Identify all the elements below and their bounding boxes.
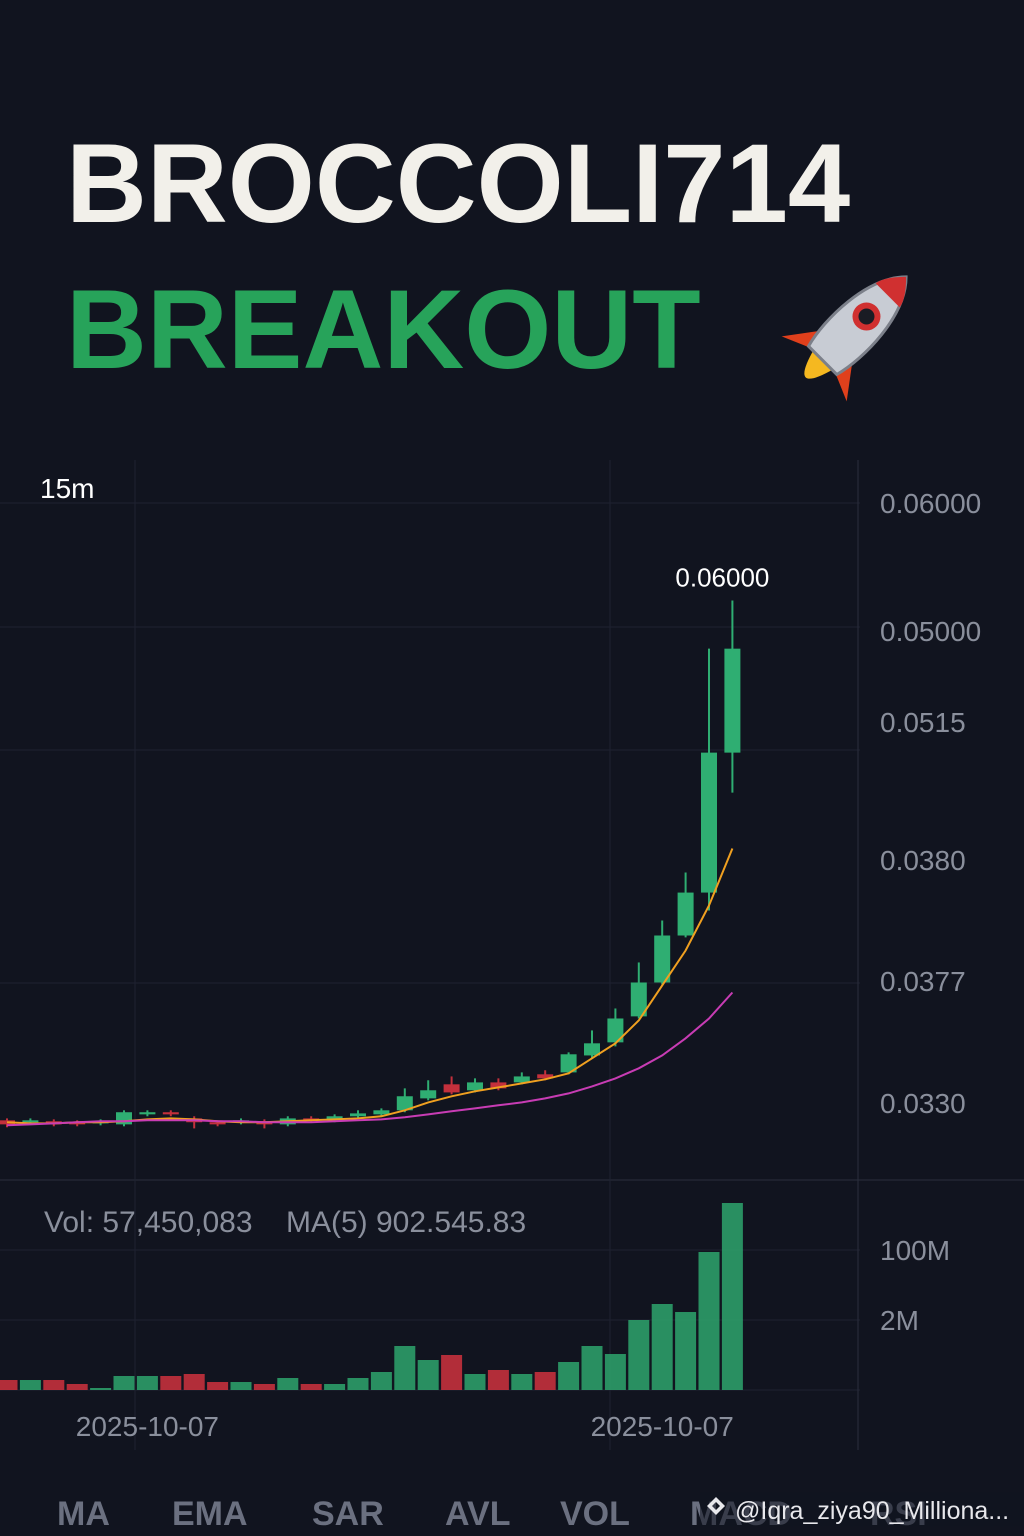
volume-bar	[347, 1378, 369, 1390]
moving-average-line	[6, 991, 734, 1127]
volume-bar	[651, 1303, 673, 1390]
volume-bar	[183, 1373, 205, 1390]
volume-bar	[0, 1380, 18, 1390]
indicator-tab[interactable]: SAR	[312, 1495, 384, 1533]
volume-bar	[558, 1362, 580, 1390]
volume-bar	[230, 1382, 252, 1390]
candle-body	[677, 892, 694, 936]
volume-bar	[370, 1371, 392, 1390]
candle-body	[396, 1096, 413, 1111]
indicator-tab[interactable]: EMA	[172, 1495, 248, 1533]
volume-bar	[581, 1345, 603, 1390]
volume-bar	[43, 1380, 65, 1390]
volume-bar	[417, 1359, 439, 1390]
volume-bar	[207, 1382, 229, 1390]
volume-bar	[113, 1376, 135, 1390]
volume-ma-label: MA(5) 902.545.83	[286, 1206, 526, 1239]
candle-body	[467, 1082, 483, 1091]
indicator-tab[interactable]: AVL	[445, 1495, 510, 1533]
y-axis-label: 0.05000	[880, 616, 981, 647]
candle-body	[560, 1054, 577, 1073]
x-tick-label: 2025-10-07	[76, 1411, 219, 1442]
volume-bar	[534, 1371, 556, 1390]
volume-bar	[441, 1355, 463, 1390]
volume-bar	[511, 1373, 533, 1390]
title: BROCCOLI714	[66, 121, 850, 246]
volume-summary: Vol: 57,450,083	[44, 1206, 253, 1239]
y-axis-label: 0.0380	[880, 845, 966, 876]
volume-bar	[90, 1387, 112, 1390]
volume-bar	[487, 1369, 509, 1390]
volume-bar	[721, 1203, 743, 1390]
candle-body	[116, 1112, 132, 1125]
volume-bar	[66, 1383, 88, 1390]
candle-body	[490, 1082, 507, 1089]
peak-label: 0.06000	[675, 563, 769, 593]
candle-body	[209, 1122, 226, 1125]
indicator-tab[interactable]: VOL	[560, 1495, 630, 1533]
watermark: @Iqra_ziya90_Milliona...	[735, 1497, 1009, 1525]
indicator-tab[interactable]: MA	[57, 1495, 110, 1533]
candle-body	[584, 1043, 600, 1056]
candle-body	[607, 1018, 624, 1043]
volume-bar	[160, 1376, 182, 1390]
volume-bar	[675, 1312, 697, 1390]
candle-body	[630, 982, 647, 1017]
candle-body	[654, 935, 671, 983]
watermark-backdrop	[700, 1492, 1024, 1526]
volume-bar	[253, 1383, 275, 1390]
y-axis-label: 0.0515	[880, 707, 966, 738]
volume-axis-label: 2M	[880, 1305, 919, 1336]
candle-body	[701, 752, 717, 893]
volume-bar	[698, 1252, 720, 1390]
candle-body	[420, 1090, 437, 1099]
volume-bar	[300, 1383, 322, 1390]
candle-body	[326, 1116, 343, 1121]
candle-body	[537, 1074, 554, 1079]
y-axis-label: 0.0330	[880, 1088, 966, 1119]
candle-body	[69, 1122, 86, 1125]
interval-label: 15m	[40, 473, 94, 504]
volume-bar	[324, 1383, 346, 1390]
candle-body	[373, 1110, 390, 1115]
subtitle: BREAKOUT	[66, 267, 701, 392]
candle-body	[22, 1120, 39, 1123]
y-axis-label: 0.06000	[880, 488, 981, 519]
x-tick-label: 2025-10-07	[591, 1411, 734, 1442]
candle-body	[513, 1076, 530, 1083]
candle-body	[162, 1112, 179, 1115]
candle-body	[139, 1112, 156, 1115]
candle-body	[443, 1084, 460, 1093]
volume-bar	[394, 1345, 416, 1390]
volume-axis-label: 100M	[880, 1235, 950, 1266]
volume-bar	[277, 1378, 299, 1390]
volume-bar	[464, 1373, 486, 1390]
volume-bar	[19, 1380, 41, 1390]
volume-bar	[628, 1320, 650, 1390]
volume-bar	[604, 1354, 626, 1390]
candle-body	[350, 1113, 366, 1117]
watermark-logo	[707, 1497, 725, 1515]
grid	[0, 460, 1024, 1450]
candle-body	[724, 648, 741, 753]
y-axis-label: 0.0377	[880, 966, 966, 997]
volume-bar	[136, 1376, 158, 1390]
